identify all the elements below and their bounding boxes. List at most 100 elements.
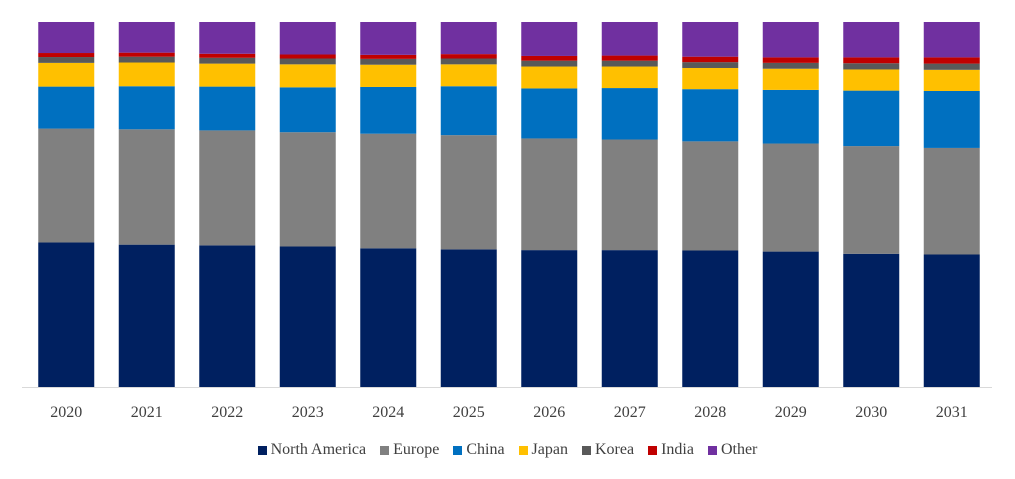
bar-segment-korea-2027: [601, 60, 658, 67]
bar-segment-other-2027: [601, 22, 658, 56]
bar-segment-japan-2028: [682, 67, 739, 90]
legend-item-japan: Japan: [518, 441, 568, 459]
bar-segment-north-america-2020: [38, 242, 95, 387]
x-tick-label: 2022: [211, 404, 243, 421]
bar-segment-europe-2020: [38, 128, 95, 243]
bar-segment-other-2029: [762, 22, 819, 58]
bar-segment-korea-2024: [360, 58, 417, 65]
bar-segment-india-2028: [682, 56, 739, 63]
legend-swatch: [707, 445, 717, 455]
bar-segment-japan-2029: [762, 68, 819, 90]
bar-segment-other-2031: [923, 22, 980, 58]
bar-segment-china-2028: [682, 89, 739, 142]
legend-swatch: [257, 445, 267, 455]
bar-segment-japan-2020: [38, 62, 95, 87]
legend-label: China: [466, 441, 505, 458]
x-tick-label: 2029: [775, 404, 807, 421]
bar-segment-india-2031: [923, 57, 980, 64]
bar-segment-korea-2028: [682, 62, 739, 68]
bar-segment-india-2021: [118, 52, 175, 57]
bar-segment-europe-2029: [762, 143, 819, 252]
bars-layer: [38, 22, 980, 388]
bar-segment-india-2027: [601, 55, 658, 61]
legend: North America Europe China Japan Korea India O…: [0, 438, 1015, 462]
bar-segment-north-america-2031: [923, 254, 980, 387]
bar-segment-north-america-2023: [279, 246, 336, 387]
bar-segment-korea-2020: [38, 57, 95, 63]
bar-segment-japan-2026: [521, 66, 578, 89]
bar-segment-india-2022: [199, 53, 256, 58]
bar-segment-other-2028: [682, 22, 739, 57]
bar-segment-other-2026: [521, 22, 578, 56]
legend-label: North America: [270, 441, 367, 458]
bar-segment-china-2021: [118, 86, 175, 130]
bar-segment-other-2024: [360, 22, 417, 55]
bar-segment-other-2025: [440, 22, 497, 55]
x-tick-label: 2028: [694, 404, 726, 421]
legend-label: Korea: [594, 441, 635, 458]
bar-segment-india-2024: [360, 54, 417, 59]
bar-segment-korea-2021: [118, 56, 175, 63]
bar-segment-europe-2027: [601, 139, 658, 251]
bar-segment-europe-2022: [199, 130, 256, 246]
bar-segment-china-2029: [762, 89, 819, 144]
x-tick-label: 2020: [50, 404, 82, 421]
bar-segment-north-america-2028: [682, 250, 739, 387]
bar-segment-japan-2025: [440, 64, 497, 87]
bar-segment-korea-2025: [440, 58, 497, 65]
bar-segment-korea-2031: [923, 63, 980, 70]
bar-segment-north-america-2029: [762, 251, 819, 387]
bar-segment-china-2020: [38, 86, 95, 129]
legend-item-india: India: [648, 441, 694, 459]
bar-segment-china-2027: [601, 88, 658, 140]
bar-segment-north-america-2021: [118, 244, 175, 387]
bar-segment-japan-2027: [601, 66, 658, 89]
legend-swatch: [518, 445, 528, 455]
bar-segment-north-america-2027: [601, 250, 658, 388]
bar-segment-north-america-2030: [843, 253, 900, 387]
legend-item-korea: Korea: [581, 441, 635, 459]
bar-segment-india-2025: [440, 54, 497, 59]
bar-segment-india-2029: [762, 57, 819, 63]
legend-item-europe: Europe: [380, 441, 439, 459]
bar-segment-other-2030: [843, 22, 900, 58]
bar-segment-korea-2029: [762, 62, 819, 69]
x-tick-label: 2027: [614, 404, 646, 421]
bar-segment-north-america-2025: [440, 249, 497, 387]
bar-segment-china-2022: [199, 86, 256, 131]
x-tick-label: 2026: [533, 404, 565, 421]
bar-segment-north-america-2026: [521, 250, 578, 387]
bar-segment-india-2030: [843, 57, 900, 64]
legend-label: Europe: [393, 441, 440, 458]
bar-segment-china-2024: [360, 86, 417, 134]
legend-swatch: [453, 445, 463, 455]
bar-segment-europe-2025: [440, 135, 497, 250]
bar-segment-other-2022: [199, 22, 256, 54]
bar-segment-china-2026: [521, 88, 578, 139]
bar-segment-other-2020: [38, 22, 95, 54]
bar-segment-europe-2030: [843, 146, 900, 254]
bar-segment-japan-2021: [118, 62, 175, 87]
legend-item-other: Other: [707, 441, 757, 459]
bar-segment-korea-2023: [279, 58, 336, 65]
bar-segment-korea-2030: [843, 63, 900, 70]
bar-segment-china-2030: [843, 90, 900, 147]
bar-segment-north-america-2024: [360, 248, 417, 387]
bar-segment-korea-2022: [199, 57, 256, 64]
bar-segment-japan-2031: [923, 69, 980, 91]
legend-swatch: [648, 445, 658, 455]
bar-segment-japan-2022: [199, 63, 256, 87]
bar-segment-europe-2028: [682, 141, 739, 251]
bar-segment-india-2020: [38, 53, 95, 58]
bar-segment-japan-2024: [360, 64, 417, 87]
bar-segment-europe-2026: [521, 138, 578, 251]
x-tick-label: 2024: [372, 404, 404, 421]
bar-segment-other-2021: [118, 22, 175, 53]
bar-segment-europe-2021: [118, 129, 175, 245]
x-tick-label: 2030: [855, 404, 887, 421]
x-tick-label: 2025: [453, 404, 485, 421]
x-tick-label: 2031: [936, 404, 968, 421]
x-tick-labels: 2020 2021 2022 2023 2024 2025 2026 2027 2028 2029…: [50, 404, 968, 421]
bar-segment-north-america-2022: [199, 245, 256, 387]
x-tick-label: 2023: [292, 404, 324, 421]
